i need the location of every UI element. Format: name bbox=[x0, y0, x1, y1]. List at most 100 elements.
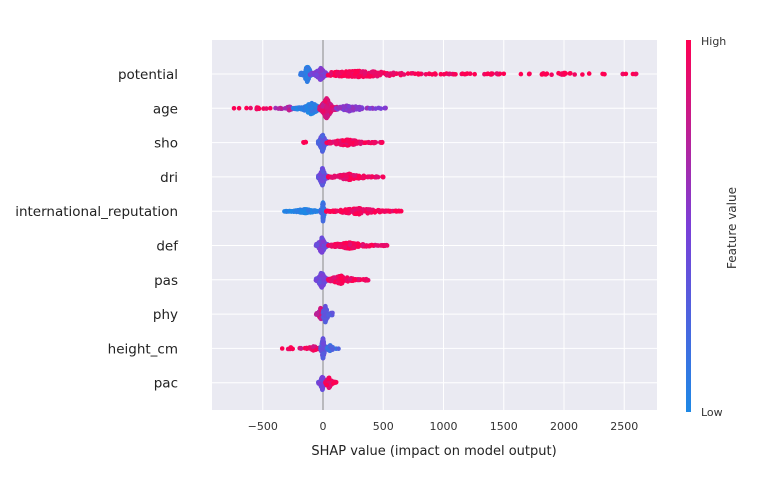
x-tick-label: −500 bbox=[248, 420, 278, 433]
shap-point-phy bbox=[322, 309, 327, 314]
shap-point-sho bbox=[341, 138, 346, 144]
shap-point-age bbox=[378, 106, 384, 111]
shap-point-height_cm bbox=[320, 351, 326, 356]
shap-point-age bbox=[382, 105, 387, 111]
shap-point-sho bbox=[371, 140, 376, 146]
shap-point-potential bbox=[356, 74, 362, 80]
shap-point-height_cm bbox=[321, 341, 326, 347]
shap-point-age bbox=[287, 107, 292, 112]
shap-point-dri bbox=[365, 174, 370, 180]
shap-point-international_reputation bbox=[353, 211, 358, 217]
shap-point-sho bbox=[303, 139, 309, 145]
shap-point-pas bbox=[319, 284, 325, 290]
shap-point-potential bbox=[580, 72, 585, 77]
feature-label-pac: pac bbox=[154, 376, 178, 392]
shap-point-potential bbox=[623, 71, 629, 77]
shap-point-pas bbox=[321, 276, 326, 282]
shap-point-potential bbox=[334, 71, 340, 76]
shap-point-international_reputation bbox=[287, 209, 293, 214]
shap-point-potential bbox=[417, 71, 423, 77]
feature-label-phy: phy bbox=[153, 307, 178, 323]
colorbar-low-label: Low bbox=[701, 406, 723, 419]
shap-point-potential bbox=[451, 72, 457, 77]
shap-point-potential bbox=[539, 72, 545, 77]
shap-point-def bbox=[342, 244, 348, 250]
shap-point-pas bbox=[352, 277, 358, 282]
shap-point-pas bbox=[332, 275, 337, 280]
shap-point-potential bbox=[567, 71, 573, 76]
shap-point-age bbox=[367, 106, 373, 111]
shap-point-phy bbox=[314, 312, 320, 317]
shap-point-age bbox=[346, 104, 352, 109]
shap-point-potential bbox=[352, 71, 358, 77]
shap-point-pac bbox=[320, 375, 325, 380]
shap-point-dri bbox=[348, 176, 354, 181]
shap-point-sho bbox=[347, 140, 353, 145]
shap-point-def bbox=[343, 240, 349, 246]
shap-point-def bbox=[378, 243, 384, 248]
shap-point-def bbox=[374, 243, 380, 248]
shap-point-potential bbox=[562, 70, 568, 76]
shap-point-pac bbox=[324, 382, 330, 388]
x-tick-label: 0 bbox=[320, 420, 327, 433]
shap-point-sho bbox=[333, 140, 339, 145]
colorbar-high-label: High bbox=[701, 35, 726, 48]
shap-point-potential bbox=[630, 71, 636, 77]
x-tick-label: 2500 bbox=[610, 420, 638, 433]
x-tick-label: 500 bbox=[373, 420, 394, 433]
shap-point-def bbox=[347, 242, 353, 247]
shap-point-dri bbox=[351, 173, 357, 178]
shap-point-age bbox=[337, 105, 343, 111]
shap-point-potential bbox=[329, 71, 334, 76]
shap-point-potential bbox=[412, 71, 418, 77]
shap-point-def bbox=[382, 243, 388, 248]
data-points bbox=[231, 64, 639, 393]
shap-point-dri bbox=[360, 175, 366, 181]
shap-point-phy bbox=[323, 319, 328, 325]
shap-point-international_reputation bbox=[379, 208, 385, 214]
shap-point-def bbox=[337, 244, 342, 249]
shap-point-potential bbox=[314, 72, 320, 78]
shap-point-potential bbox=[438, 71, 444, 77]
x-tick-label: 1000 bbox=[430, 420, 458, 433]
shap-point-pas bbox=[339, 277, 345, 282]
shap-point-dri bbox=[317, 172, 323, 177]
shap-point-potential bbox=[489, 71, 494, 76]
shap-point-international_reputation bbox=[340, 208, 345, 214]
shap-point-potential bbox=[303, 68, 309, 73]
shap-point-potential bbox=[305, 79, 310, 84]
shap-point-dri bbox=[373, 174, 379, 180]
shap-point-age bbox=[373, 106, 378, 111]
shap-point-international_reputation bbox=[326, 209, 332, 214]
shap-point-age bbox=[290, 106, 296, 111]
shap-point-age bbox=[283, 106, 288, 111]
feature-label-dri: dri bbox=[160, 170, 178, 186]
shap-point-potential bbox=[339, 73, 344, 79]
shap-point-potential bbox=[319, 72, 325, 78]
shap-point-age bbox=[244, 105, 249, 111]
shap-point-potential bbox=[463, 71, 469, 77]
x-tick-label: 1500 bbox=[490, 420, 518, 433]
shap-point-age bbox=[350, 106, 356, 111]
feature-label-pas: pas bbox=[154, 273, 178, 289]
feature-label-def: def bbox=[156, 239, 179, 255]
shap-point-def bbox=[360, 243, 365, 248]
colorbar-title: Feature value bbox=[725, 187, 739, 269]
shap-point-def bbox=[356, 241, 361, 247]
x-axis-title: SHAP value (impact on model output) bbox=[311, 444, 556, 459]
shap-point-sho bbox=[320, 134, 325, 139]
shap-point-age bbox=[248, 105, 253, 111]
shap-point-international_reputation bbox=[358, 210, 363, 215]
shap-point-potential bbox=[391, 70, 396, 76]
shap-point-international_reputation bbox=[311, 209, 317, 214]
feature-labels: potential age sho dri international_reputati… bbox=[15, 67, 179, 392]
shap-point-dri bbox=[380, 174, 386, 180]
shap-point-international_reputation bbox=[366, 207, 371, 212]
shap-point-international_reputation bbox=[394, 208, 400, 214]
x-tick-label: 2000 bbox=[550, 420, 578, 433]
shap-point-dri bbox=[356, 173, 362, 179]
shap-point-sho bbox=[379, 140, 385, 145]
shap-point-age bbox=[320, 104, 325, 109]
shap-point-sho bbox=[354, 141, 359, 146]
shap-point-international_reputation bbox=[345, 208, 351, 214]
